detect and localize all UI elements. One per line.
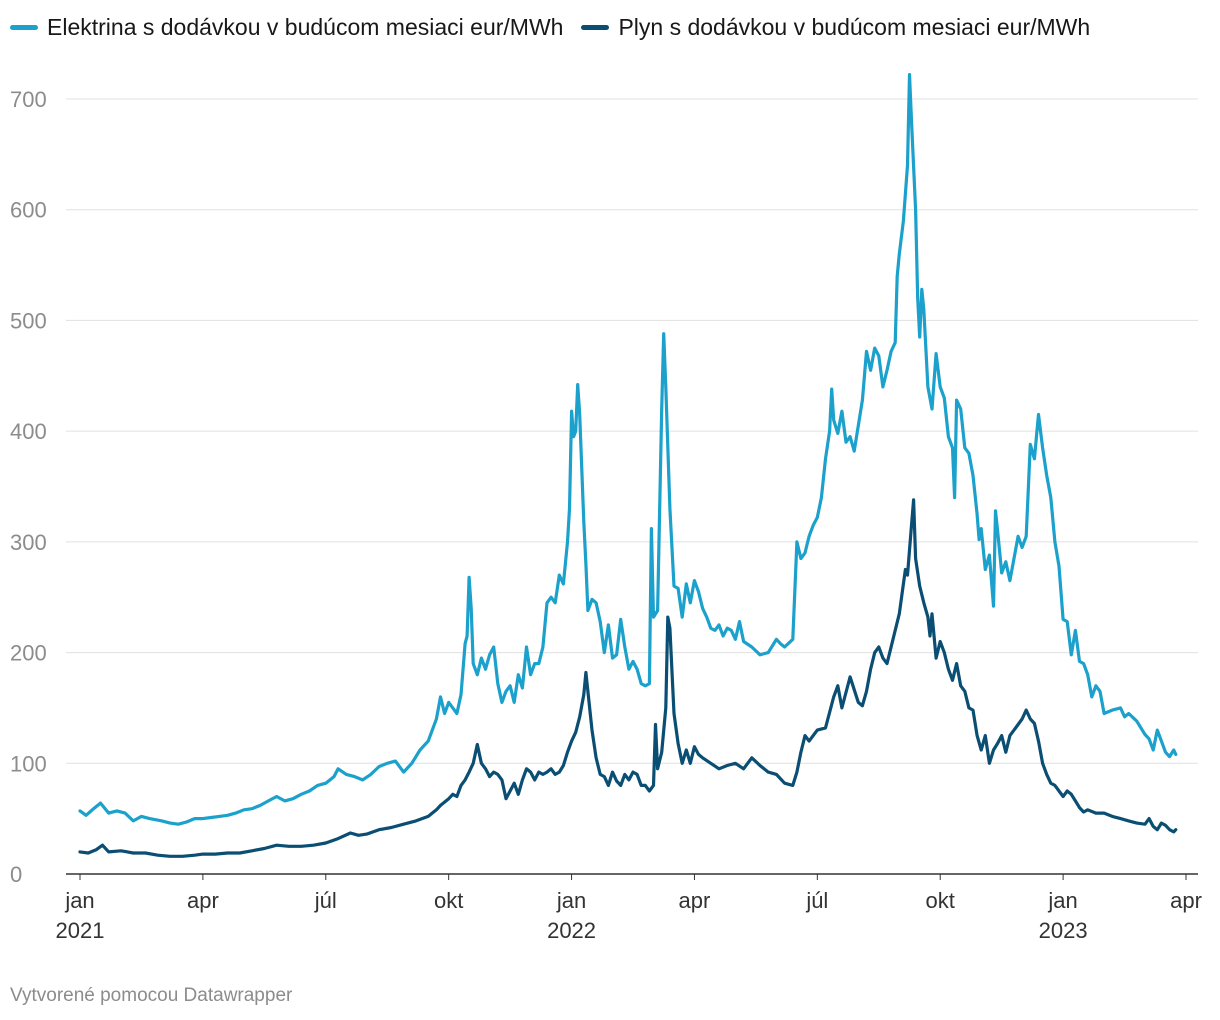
x-tick-label: jan	[556, 888, 586, 913]
legend-label-elektrina: Elektrina s dodávkou v budúcom mesiaci e…	[47, 14, 564, 40]
y-tick-label: 700	[10, 87, 47, 112]
x-tick-label: apr	[1170, 888, 1202, 913]
y-axis-tick-labels: 0 100 200 300 400 500 600 700	[10, 87, 47, 887]
x-tick-label: jan	[64, 888, 94, 913]
legend-swatch-plyn	[581, 25, 610, 30]
legend-item-elektrina: Elektrina s dodávkou v budúcom mesiaci e…	[10, 14, 563, 41]
y-tick-label: 500	[10, 308, 47, 333]
chart-legend: Elektrina s dodávkou v budúcom mesiaci e…	[10, 14, 1090, 41]
x-tick-label: júl	[314, 888, 337, 913]
legend-label-plyn: Plyn s dodávkou v budúcom mesiaci eur/MW…	[618, 14, 1091, 40]
x-tick-year-label: 2023	[1039, 918, 1088, 943]
y-tick-label: 400	[10, 419, 47, 444]
grid-lines	[66, 98, 1198, 764]
y-tick-label: 600	[10, 198, 47, 223]
legend-swatch-elektrina	[10, 25, 38, 30]
x-tick-label: apr	[187, 888, 219, 913]
x-tick-year-label: 2021	[56, 918, 105, 943]
y-tick-label: 100	[10, 751, 47, 776]
footer-credit: Vytvorené pomocou Datawrapper	[10, 985, 293, 1006]
x-tick-label: jan	[1047, 888, 1077, 913]
x-tick-year-label: 2022	[547, 918, 596, 943]
series-line-elektrina	[78, 73, 1178, 826]
x-tick-label: okt	[434, 888, 463, 913]
x-tick-label: júl	[805, 888, 828, 913]
x-tick-label: apr	[679, 888, 711, 913]
legend-item-plyn: Plyn s dodávkou v budúcom mesiaci eur/MW…	[581, 14, 1090, 41]
y-tick-label: 300	[10, 530, 47, 555]
x-tick-label: okt	[926, 888, 955, 913]
series-layer	[78, 73, 1178, 858]
series-line-plyn	[78, 498, 1178, 858]
y-tick-label: 0	[10, 862, 22, 887]
x-axis-tick-labels: jan 2021 apr júl okt jan 2022 apr júl okt jan 2023 a…	[56, 874, 1202, 943]
y-tick-label: 200	[10, 641, 47, 666]
